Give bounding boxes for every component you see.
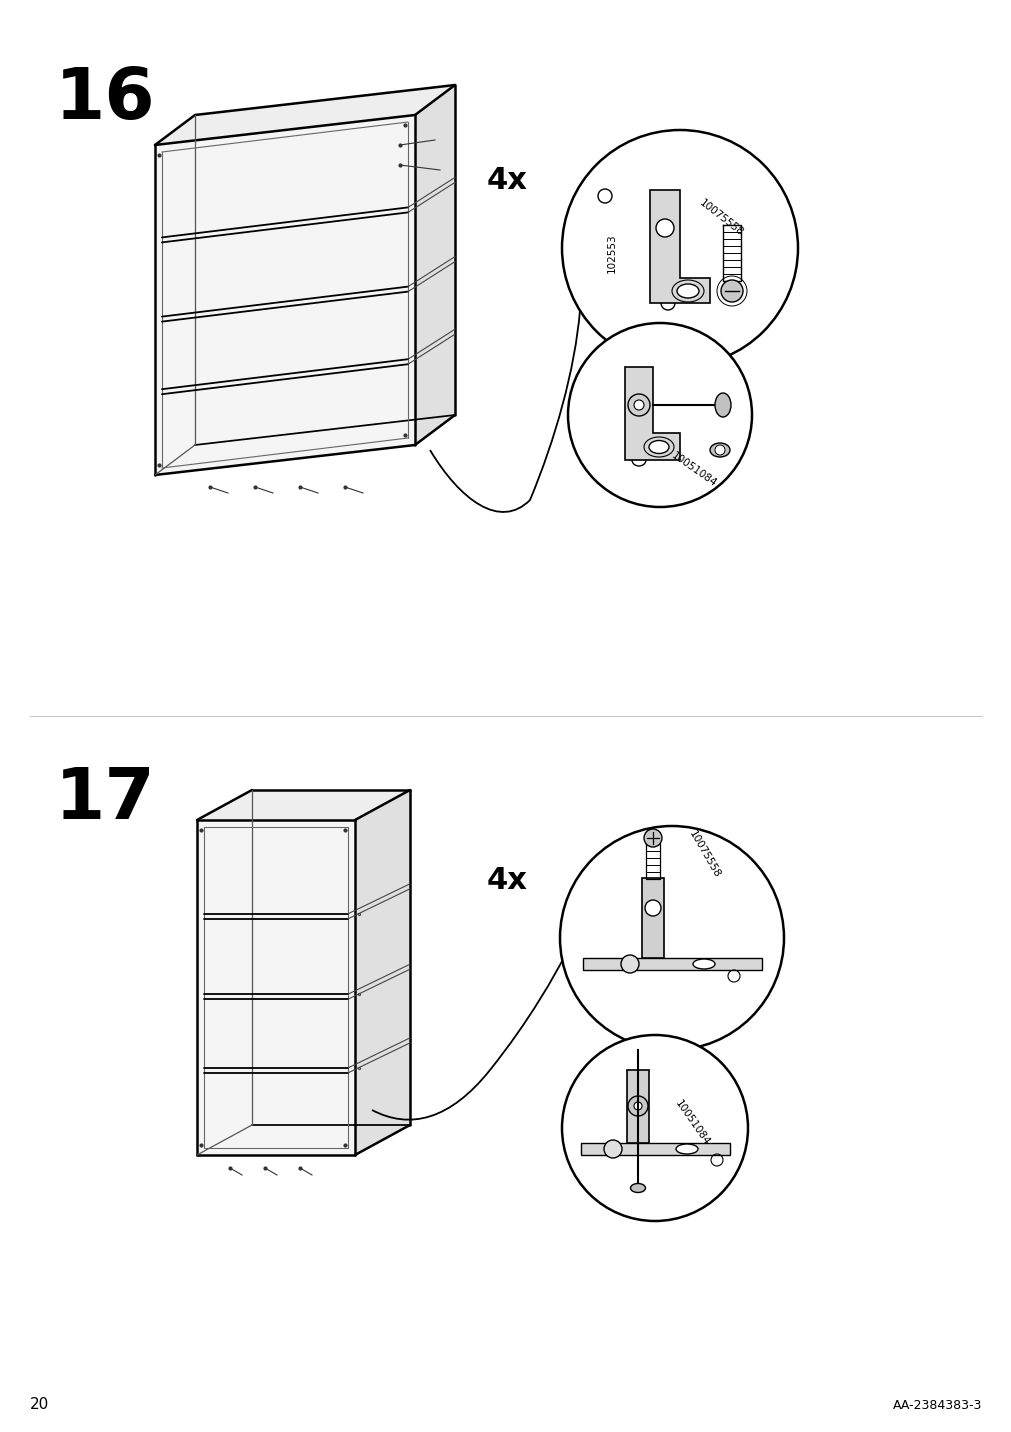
Text: 102553: 102553 xyxy=(607,233,617,274)
Ellipse shape xyxy=(675,1144,698,1154)
Circle shape xyxy=(567,324,751,507)
Polygon shape xyxy=(649,190,710,304)
Text: 4x: 4x xyxy=(486,166,528,195)
Text: 20: 20 xyxy=(30,1398,50,1412)
Polygon shape xyxy=(197,790,409,821)
Text: 16: 16 xyxy=(55,64,156,135)
Polygon shape xyxy=(197,821,355,1156)
Circle shape xyxy=(559,826,784,1050)
Polygon shape xyxy=(155,84,455,145)
Circle shape xyxy=(655,219,673,238)
Polygon shape xyxy=(641,878,663,958)
Ellipse shape xyxy=(648,441,668,454)
Text: 10051084: 10051084 xyxy=(669,451,718,490)
Polygon shape xyxy=(627,1070,648,1143)
Text: AA-2384383-3: AA-2384383-3 xyxy=(892,1399,981,1412)
Polygon shape xyxy=(625,367,679,460)
Circle shape xyxy=(598,189,612,203)
Ellipse shape xyxy=(715,392,730,417)
FancyBboxPatch shape xyxy=(580,1143,729,1156)
Text: 17: 17 xyxy=(55,765,156,833)
Circle shape xyxy=(561,1035,747,1221)
Polygon shape xyxy=(155,115,415,475)
Ellipse shape xyxy=(693,959,715,969)
Polygon shape xyxy=(415,84,455,445)
Text: 10075558: 10075558 xyxy=(686,829,721,879)
FancyBboxPatch shape xyxy=(582,958,761,969)
Text: 10051084: 10051084 xyxy=(672,1098,711,1147)
Polygon shape xyxy=(355,790,409,1156)
Ellipse shape xyxy=(630,1183,645,1193)
Circle shape xyxy=(644,899,660,916)
Circle shape xyxy=(628,394,649,417)
Circle shape xyxy=(633,400,643,410)
Text: 10075558: 10075558 xyxy=(698,198,745,238)
Circle shape xyxy=(604,1140,622,1158)
Circle shape xyxy=(628,1095,647,1116)
Circle shape xyxy=(720,281,742,302)
Circle shape xyxy=(633,1103,641,1110)
Circle shape xyxy=(643,829,661,846)
Circle shape xyxy=(561,130,798,367)
Circle shape xyxy=(715,445,724,455)
Ellipse shape xyxy=(710,442,729,457)
Text: 4x: 4x xyxy=(486,866,528,895)
Circle shape xyxy=(621,955,638,972)
Ellipse shape xyxy=(676,284,699,298)
